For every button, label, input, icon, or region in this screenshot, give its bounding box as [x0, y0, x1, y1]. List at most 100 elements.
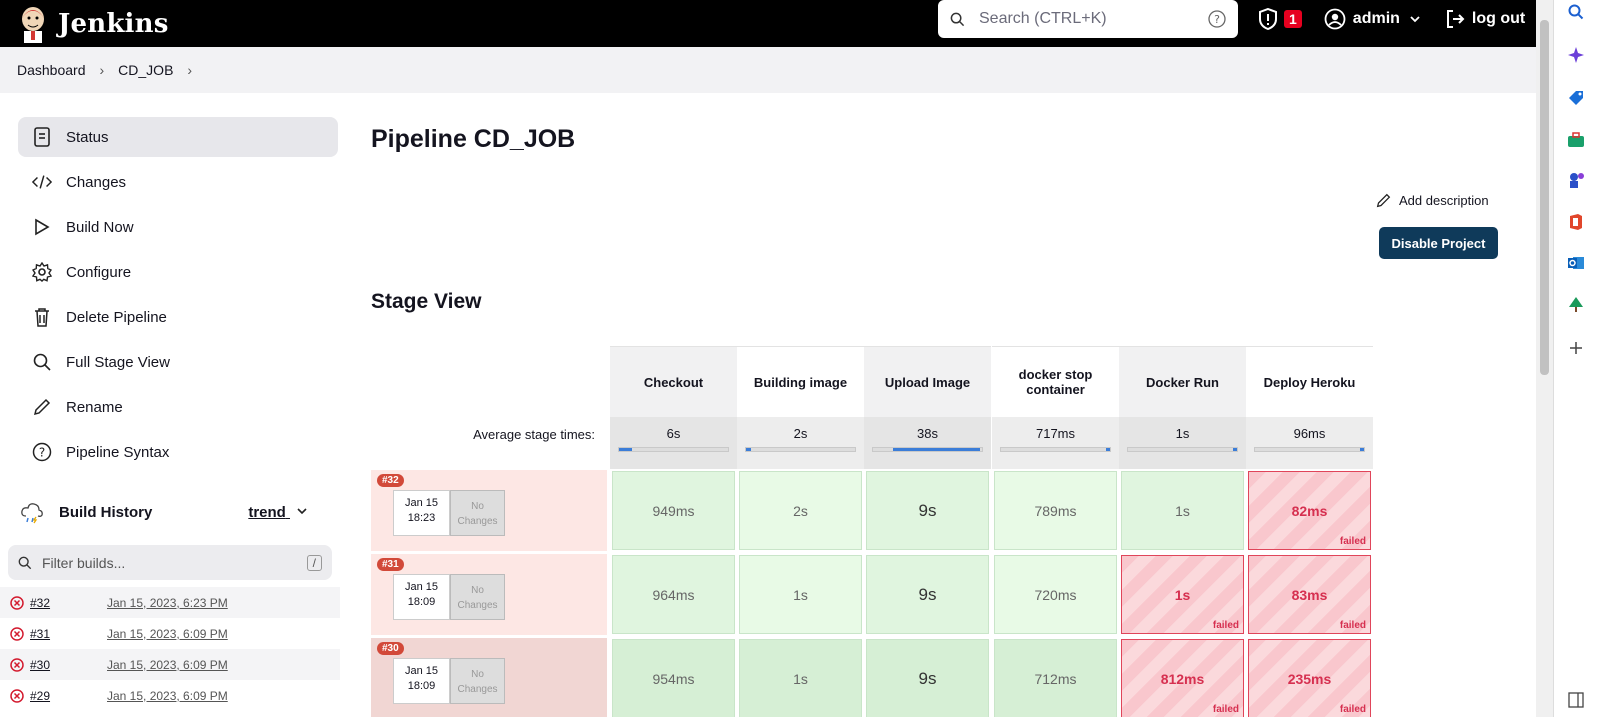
stage-cell-failed[interactable]: 83ms failed — [1248, 555, 1371, 634]
user-icon — [1324, 8, 1346, 30]
tree-icon[interactable] — [1566, 295, 1586, 315]
build-number-link[interactable]: #32 — [30, 595, 51, 610]
build-date-link[interactable]: Jan 15, 2023, 6:09 PM — [107, 688, 228, 703]
tag-icon[interactable] — [1566, 88, 1586, 108]
stage-cell-success[interactable]: 1s — [739, 555, 862, 634]
build-run-header[interactable]: #30 Jan 15 18:09 No Changes — [371, 638, 607, 717]
build-date-link[interactable]: Jan 15, 2023, 6:09 PM — [107, 626, 228, 641]
stage-average-time: 1s — [1119, 417, 1246, 469]
search-icon — [32, 352, 52, 372]
build-date-box: Jan 15 18:09 — [393, 574, 450, 620]
search-icon — [18, 556, 32, 569]
stage-average-time: 6s — [610, 417, 737, 469]
sidebar-item-changes[interactable]: Changes — [18, 162, 338, 202]
build-number-badge[interactable]: #30 — [377, 642, 404, 655]
user-menu[interactable]: admin — [1324, 8, 1422, 30]
page-title: Pipeline CD_JOB — [371, 125, 576, 153]
average-time-bar — [745, 447, 856, 452]
stage-header: Checkout — [610, 346, 737, 417]
sidebar-toggle-icon[interactable] — [1566, 690, 1586, 710]
stage-duration: 964ms — [652, 586, 695, 603]
stage-cell-success[interactable]: 2s — [739, 471, 862, 550]
jenkins-logo[interactable]: Jenkins — [18, 4, 169, 44]
stage-duration: 789ms — [1034, 502, 1077, 519]
sidebar-item-build-now[interactable]: Build Now — [18, 207, 338, 247]
stage-cell-success[interactable]: 9s — [866, 555, 989, 634]
build-date-box: Jan 15 18:09 — [393, 658, 450, 704]
stage-duration: 2s — [793, 502, 808, 519]
outlook-icon[interactable] — [1566, 253, 1586, 273]
sidebar-item-label: Configure — [66, 263, 132, 281]
stage-cell-success[interactable]: 789ms — [994, 471, 1117, 550]
search-box[interactable]: Search (CTRL+K) ? — [938, 0, 1238, 38]
toolbox-icon[interactable] — [1566, 130, 1586, 150]
build-time: 18:09 — [407, 680, 436, 692]
help-icon[interactable]: ? — [1208, 10, 1226, 28]
weather-cloud-icon — [21, 503, 43, 524]
stage-cell-success[interactable]: 9s — [866, 471, 989, 550]
sidebar-item-delete-pipeline[interactable]: Delete Pipeline — [18, 297, 338, 337]
stage-cell-success[interactable]: 954ms — [612, 639, 735, 717]
build-row: #32 Jan 15, 2023, 6:23 PM — [0, 587, 340, 618]
stage-cell-success[interactable]: 1s — [739, 639, 862, 717]
build-run-header[interactable]: #32 Jan 15 18:23 No Changes — [371, 470, 607, 551]
disable-project-button[interactable]: Disable Project — [1379, 227, 1498, 259]
stage-cell-success[interactable]: 720ms — [994, 555, 1117, 634]
average-time-bar — [872, 447, 983, 452]
trend-link[interactable]: trend — [248, 504, 308, 521]
security-alerts[interactable]: 1 — [1258, 8, 1302, 30]
stage-duration: 1s — [1175, 502, 1190, 519]
build-number-link[interactable]: #29 — [30, 688, 51, 703]
build-date: Jan 15 — [404, 497, 439, 509]
filter-builds-input[interactable]: Filter builds... / — [8, 545, 332, 580]
chevron-right-icon[interactable]: › — [187, 62, 193, 78]
sidebar-item-label: Delete Pipeline — [66, 308, 167, 326]
sidebar-item-status[interactable]: Status — [18, 117, 338, 157]
stage-cell-success[interactable]: 949ms — [612, 471, 735, 550]
add-icon[interactable] — [1566, 338, 1586, 358]
build-run-header[interactable]: #31 Jan 15 18:09 No Changes — [371, 554, 607, 635]
page-scrollbar[interactable] — [1536, 0, 1553, 717]
search-placeholder[interactable]: Search (CTRL+K) — [979, 10, 1107, 27]
average-time-bar-fill — [1106, 448, 1110, 451]
logout-icon — [1446, 10, 1465, 28]
stage-header: Deploy Heroku — [1246, 346, 1373, 417]
stage-cell-success[interactable]: 964ms — [612, 555, 735, 634]
code-icon — [32, 172, 52, 192]
build-number-badge[interactable]: #31 — [377, 558, 404, 571]
user-name: admin — [1352, 10, 1400, 27]
sidebar-item-label: Pipeline Syntax — [66, 443, 170, 461]
add-description-link[interactable]: Add description — [1376, 193, 1489, 208]
build-number-link[interactable]: #30 — [30, 657, 51, 672]
average-time-bar-fill — [893, 448, 980, 451]
security-count-badge: 1 — [1284, 10, 1302, 28]
sidebar-item-full-stage-view[interactable]: Full Stage View — [18, 342, 338, 382]
sidebar-item-configure[interactable]: Configure — [18, 252, 338, 292]
build-date-link[interactable]: Jan 15, 2023, 6:23 PM — [107, 595, 228, 610]
stage-cell-success[interactable]: 9s — [866, 639, 989, 717]
stage-cell-failed[interactable]: 82ms failed — [1248, 471, 1371, 550]
chevron-down-icon — [297, 507, 307, 514]
breadcrumb-cd-job[interactable]: CD_JOB — [118, 62, 174, 78]
failed-status-icon — [10, 688, 24, 703]
sidebar-item-pipeline-syntax[interactable]: ? Pipeline Syntax — [18, 432, 338, 472]
logout-link[interactable]: log out — [1444, 8, 1525, 30]
build-number-badge[interactable]: #32 — [377, 474, 404, 487]
stage-cell-failed[interactable]: 1s failed — [1121, 555, 1244, 634]
build-date-link[interactable]: Jan 15, 2023, 6:09 PM — [107, 657, 228, 672]
stage-cell-success[interactable]: 712ms — [994, 639, 1117, 717]
stage-cell-failed[interactable]: 812ms failed — [1121, 639, 1244, 717]
search-icon[interactable] — [1566, 2, 1586, 22]
build-number-link[interactable]: #31 — [30, 626, 51, 641]
svg-text:?: ? — [39, 446, 45, 460]
stage-cell-success[interactable]: 1s — [1121, 471, 1244, 550]
games-icon[interactable] — [1566, 170, 1586, 190]
copilot-icon[interactable] — [1566, 45, 1586, 65]
sidebar-item-rename[interactable]: Rename — [18, 387, 338, 427]
scrollbar-thumb[interactable] — [1540, 20, 1549, 375]
stage-cell-failed[interactable]: 235ms failed — [1248, 639, 1371, 717]
breadcrumb-dashboard[interactable]: Dashboard — [17, 62, 86, 78]
app-name: Jenkins — [58, 8, 169, 39]
trash-icon — [32, 307, 52, 327]
office-icon[interactable] — [1566, 212, 1586, 232]
